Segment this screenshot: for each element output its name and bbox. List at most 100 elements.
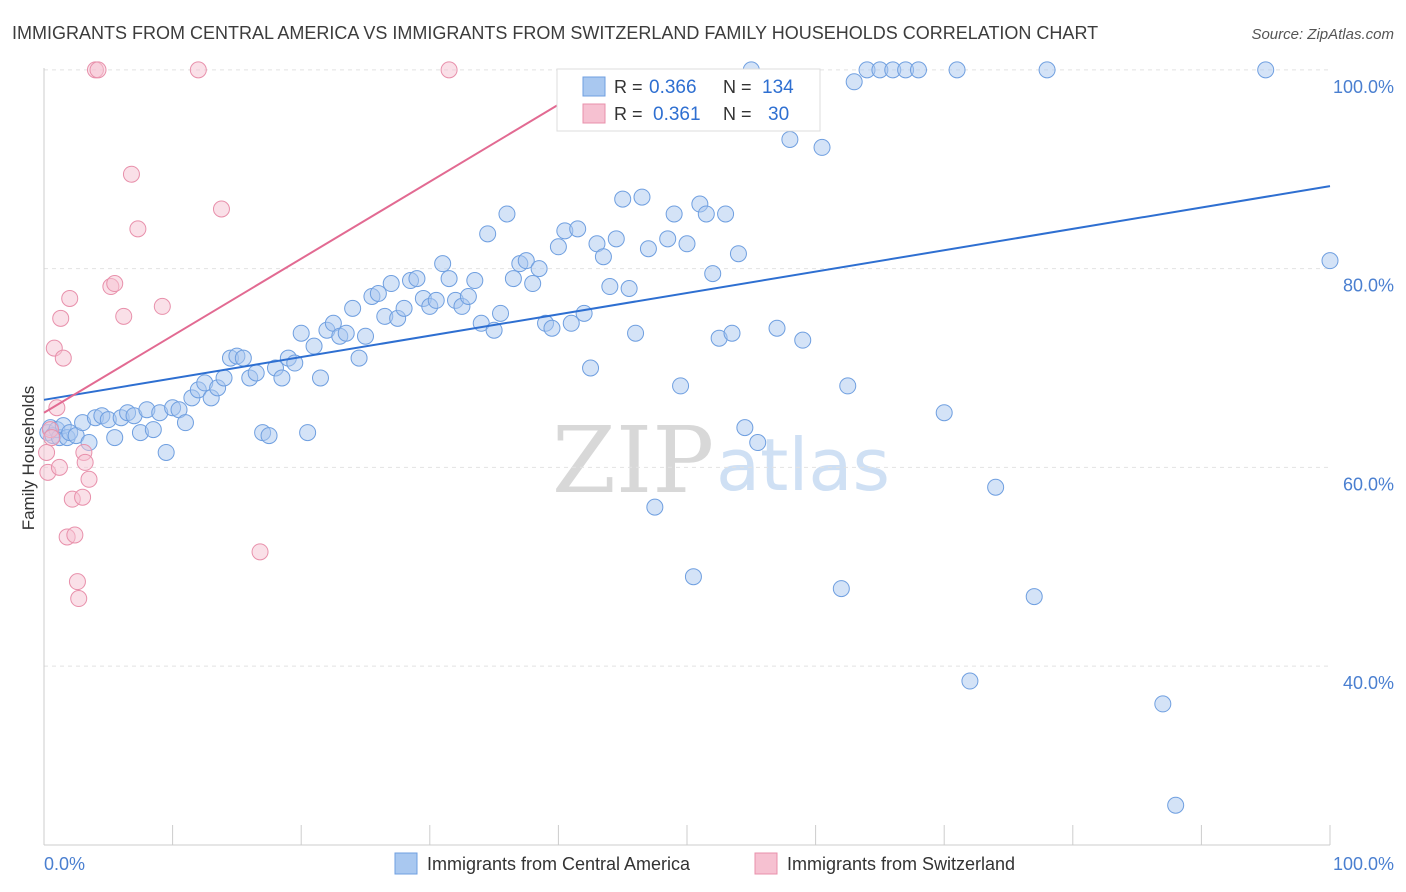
data-point xyxy=(1154,695,1172,713)
data-point xyxy=(697,205,715,223)
data-point xyxy=(813,138,831,156)
data-point xyxy=(247,364,265,382)
data-point xyxy=(1038,61,1056,79)
y-tick-label-40: 40.0% xyxy=(1343,673,1394,693)
data-point xyxy=(832,580,850,598)
data-point xyxy=(633,188,651,206)
data-point xyxy=(89,61,107,79)
data-point xyxy=(357,327,374,345)
data-point xyxy=(382,275,400,293)
y-tick-label-60: 60.0% xyxy=(1343,474,1394,494)
data-point xyxy=(614,190,632,208)
data-point xyxy=(369,284,387,302)
stats-n-value-1: 134 xyxy=(762,77,794,98)
data-point xyxy=(260,427,278,445)
data-point xyxy=(646,498,664,516)
data-point xyxy=(76,453,94,471)
series-central-america-points xyxy=(39,61,1339,814)
data-point xyxy=(549,238,567,256)
data-point xyxy=(594,248,612,266)
data-point xyxy=(54,349,72,367)
data-point xyxy=(299,424,317,442)
data-point xyxy=(440,270,458,288)
data-point xyxy=(794,331,812,349)
data-point xyxy=(543,319,561,337)
data-point xyxy=(987,478,1005,496)
legend: Immigrants from Central America Immigran… xyxy=(394,852,1015,875)
data-point xyxy=(273,369,291,387)
data-point xyxy=(234,349,252,367)
data-point xyxy=(729,245,747,263)
data-point xyxy=(122,165,140,183)
data-point xyxy=(684,568,702,586)
stats-r-label-1: R = xyxy=(614,77,643,97)
data-point xyxy=(215,369,233,387)
chart-source: Source: ZipAtlas.com xyxy=(1251,26,1394,43)
data-point xyxy=(157,443,175,461)
data-point xyxy=(176,414,194,432)
data-point xyxy=(569,220,587,238)
data-point xyxy=(1257,61,1275,79)
stats-n-value-2: 30 xyxy=(768,104,789,125)
data-point xyxy=(292,324,310,342)
data-point xyxy=(466,272,484,290)
data-point xyxy=(115,307,133,325)
trend-line-central-america xyxy=(43,185,1331,401)
legend-swatch-switzerland xyxy=(754,852,778,875)
watermark-zip: ZIP xyxy=(552,407,714,514)
data-point xyxy=(52,309,70,327)
data-point xyxy=(530,260,548,278)
data-point xyxy=(350,349,368,367)
data-points xyxy=(38,61,1339,814)
series-switzerland-points xyxy=(38,61,458,608)
stats-swatch-switzerland xyxy=(582,103,606,124)
data-point xyxy=(129,220,147,238)
data-point xyxy=(517,252,535,270)
trend-lines xyxy=(43,103,1331,414)
x-tick-label-max: 100.0% xyxy=(1333,854,1394,874)
data-point xyxy=(70,590,88,608)
data-point xyxy=(74,488,92,506)
data-point xyxy=(50,458,68,476)
data-point xyxy=(639,240,657,258)
data-point xyxy=(144,421,162,439)
data-point xyxy=(909,61,927,79)
data-point xyxy=(601,278,619,296)
data-point xyxy=(66,526,84,544)
stats-r-label-2: R = xyxy=(614,104,643,124)
data-point xyxy=(627,324,645,342)
data-point xyxy=(498,205,516,223)
y-tick-labels: 100.0% 80.0% 60.0% 40.0% xyxy=(1333,77,1394,693)
y-tick-label-80: 80.0% xyxy=(1343,276,1394,296)
data-point xyxy=(839,377,857,395)
trend-line-switzerland xyxy=(43,103,559,414)
data-point xyxy=(1167,796,1185,814)
data-point xyxy=(434,255,452,273)
data-point xyxy=(575,304,593,322)
data-point xyxy=(106,275,124,293)
data-point xyxy=(620,280,638,297)
data-point xyxy=(212,200,230,218)
data-point xyxy=(479,225,497,243)
data-point xyxy=(337,324,355,342)
data-point xyxy=(427,291,445,309)
data-point xyxy=(704,265,722,283)
data-point xyxy=(935,404,953,422)
data-point xyxy=(251,543,269,561)
data-point xyxy=(607,230,625,248)
data-point xyxy=(106,429,124,447)
data-point xyxy=(717,205,735,223)
watermark: ZIP atlas xyxy=(552,407,890,514)
data-point xyxy=(781,130,799,148)
data-point xyxy=(38,443,56,461)
data-point xyxy=(582,359,600,377)
legend-label-switzerland: Immigrants from Switzerland xyxy=(787,854,1015,874)
data-point xyxy=(665,205,683,223)
chart-title: IMMIGRANTS FROM CENTRAL AMERICA VS IMMIG… xyxy=(12,23,1098,43)
data-point xyxy=(43,429,61,447)
data-point xyxy=(153,297,171,315)
data-point xyxy=(61,289,79,307)
y-tick-label-100: 100.0% xyxy=(1333,77,1394,97)
data-point xyxy=(459,287,477,305)
